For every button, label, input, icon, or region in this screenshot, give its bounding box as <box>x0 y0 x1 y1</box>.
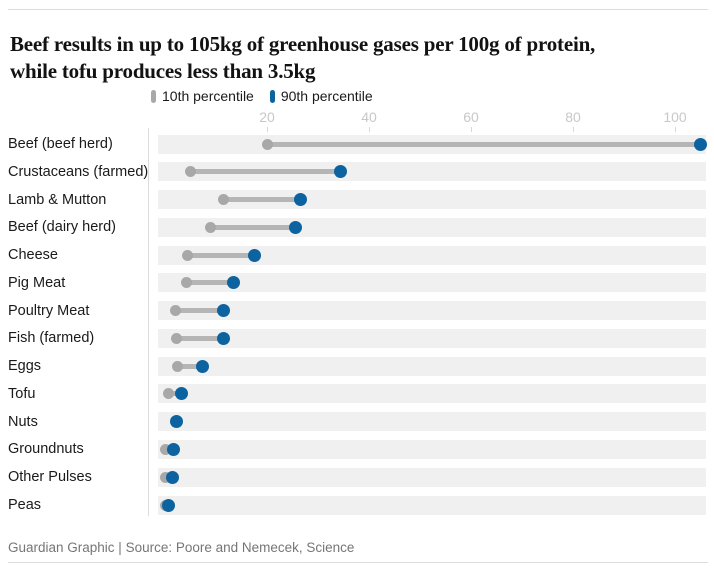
row-label: Poultry Meat <box>8 302 90 319</box>
legend-label: 90th percentile <box>280 88 373 104</box>
percentile-connector <box>176 335 224 341</box>
p10-swatch-icon <box>151 89 156 103</box>
row-bar <box>158 439 706 459</box>
percentile-connector <box>168 391 182 397</box>
x-axis-tick-mark <box>675 127 676 132</box>
row-bar <box>158 384 706 404</box>
p90-dot <box>161 498 175 512</box>
p10-dot <box>160 443 171 455</box>
row-label: Tofu <box>8 385 36 402</box>
legend-label: 10th percentile <box>162 88 254 104</box>
p90-dot <box>217 304 231 318</box>
row-label: Lamb & Mutton <box>8 191 107 208</box>
percentile-connector <box>177 363 203 369</box>
p90-dot <box>293 193 307 207</box>
p10-dot <box>218 194 230 206</box>
row-label: Other Pulses <box>8 469 92 486</box>
p90-dot <box>288 220 302 234</box>
p90-dot <box>167 442 181 456</box>
row-bar <box>158 245 706 265</box>
row-label: Pig Meat <box>8 274 66 291</box>
p90-dot <box>174 387 188 401</box>
p10-dot <box>170 332 182 344</box>
row-label: Beef (beef herd) <box>8 136 113 152</box>
row-bar <box>158 495 706 515</box>
row-bar <box>158 134 707 154</box>
row-label: Nuts <box>8 413 38 430</box>
p90-dot <box>169 415 183 429</box>
p90-swatch-icon <box>269 89 275 103</box>
x-axis-tick-label: 100 <box>663 109 687 125</box>
source-credit: Guardian Graphic | Source: Poore and Nem… <box>8 540 355 555</box>
p90-dot <box>166 470 180 484</box>
percentile-connector <box>190 169 341 175</box>
percentile-connector <box>223 197 301 203</box>
row-bar <box>158 190 706 210</box>
p10-dot <box>162 388 174 400</box>
row-bar <box>158 412 706 432</box>
p10-dot <box>182 249 194 261</box>
p10-dot <box>261 138 273 150</box>
chart-title: Beef results in up to 105kg of greenhous… <box>10 31 708 85</box>
x-axis-tick-label: 80 <box>565 109 581 125</box>
x-axis-tick-label: 60 <box>463 109 479 125</box>
row-bar <box>158 356 706 376</box>
top-divider <box>8 9 708 10</box>
row-label: Fish (farmed) <box>8 330 95 347</box>
p10-dot <box>159 471 171 483</box>
percentile-connector <box>187 252 255 258</box>
legend: 10th percentile 90th percentile <box>151 88 373 104</box>
row-label: Groundnuts <box>8 441 84 458</box>
row-label: Peas <box>8 497 42 513</box>
row-label: Crustaceans (farmed) <box>8 163 149 180</box>
percentile-connector <box>186 280 234 286</box>
row-label: Beef (dairy herd) <box>8 219 116 236</box>
p90-dot <box>694 137 707 151</box>
row-bar <box>158 328 706 348</box>
x-axis-tick-mark <box>369 127 370 132</box>
x-axis-tick-mark <box>267 127 268 132</box>
bottom-divider <box>8 562 708 563</box>
chart-title-line2: while tofu produces less than 3.5kg <box>10 59 316 84</box>
x-axis-tick-label: 20 <box>259 109 275 125</box>
row-bar <box>158 301 706 321</box>
p90-dot <box>196 359 210 373</box>
p10-dot <box>169 305 181 317</box>
x-axis-tick-label: 40 <box>361 109 377 125</box>
y-axis-line <box>148 128 149 516</box>
x-axis-tick-mark <box>471 127 472 132</box>
legend-item-90th-percentile: 90th percentile <box>269 88 373 104</box>
p10-dot <box>181 277 193 289</box>
p90-dot <box>227 276 241 290</box>
p90-dot <box>247 248 261 262</box>
row-bar <box>158 467 706 487</box>
p90-dot <box>334 165 348 179</box>
row-bar <box>158 273 706 293</box>
row-label: Eggs <box>8 358 42 375</box>
p10-dot <box>185 166 196 178</box>
x-axis-tick-mark <box>573 127 574 132</box>
legend-item-10th-percentile: 10th percentile <box>151 88 254 104</box>
p10-dot <box>172 360 184 372</box>
percentile-connector <box>210 224 296 230</box>
row-bar <box>158 162 706 182</box>
p90-dot <box>217 331 231 345</box>
chart-title-line1: Beef results in up to 105kg of greenhous… <box>10 32 596 57</box>
row-bar <box>158 217 706 237</box>
percentile-connector <box>267 141 701 147</box>
percentile-connector <box>175 308 224 314</box>
p10-dot <box>205 221 217 233</box>
row-label: Cheese <box>8 247 58 264</box>
